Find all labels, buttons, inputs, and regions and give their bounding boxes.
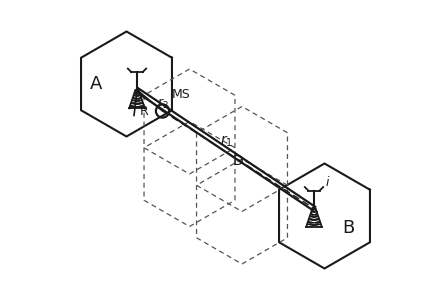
Text: i: i	[326, 176, 329, 190]
Text: D: D	[232, 154, 243, 168]
Text: A: A	[90, 75, 103, 93]
Text: $r_2$: $r_2$	[157, 96, 169, 111]
Text: MS: MS	[172, 88, 190, 100]
Text: B: B	[342, 219, 355, 237]
Text: R: R	[140, 104, 149, 118]
Text: $r_1$: $r_1$	[220, 134, 233, 149]
